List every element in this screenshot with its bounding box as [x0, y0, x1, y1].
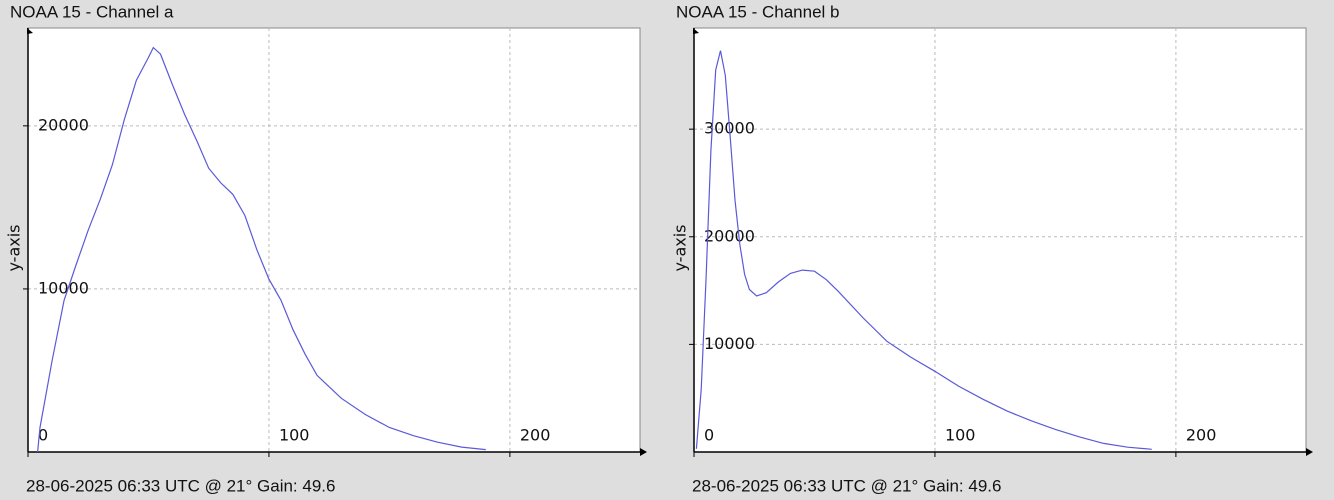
- x-tick-label: 0: [704, 426, 714, 445]
- y-axis-label: y-axis: [671, 224, 690, 271]
- x-tick-label: 200: [1186, 426, 1217, 445]
- y-tick-label: 10000: [704, 334, 755, 353]
- chart-panel: NOAA 15 - Channel a 0 100 200 10000 20000 y-ax…: [5, 2, 647, 495]
- x-axis-arrow: [1306, 448, 1313, 456]
- y-axis-arrow: [693, 28, 699, 34]
- chart-footer: 28-06-2025 06:33 UTC @ 21° Gain: 49.6: [26, 476, 335, 495]
- y-axis-label: y-axis: [5, 224, 24, 271]
- x-tick-label: 0: [38, 426, 48, 445]
- x-tick-label: 200: [520, 426, 551, 445]
- x-axis-arrow: [640, 448, 647, 456]
- chart-panel: NOAA 15 - Channel b0 100 20010000200003000…: [671, 2, 1313, 495]
- plot-area: [27, 27, 641, 453]
- data-line: [695, 50, 1152, 450]
- chart-footer: 28-06-2025 06:33 UTC @ 21° Gain: 49.6: [692, 476, 1001, 495]
- x-tick-label: 100: [945, 426, 976, 445]
- x-tick-label: 100: [279, 426, 310, 445]
- y-tick-label: 20000: [704, 226, 755, 245]
- y-tick-label: 10000: [38, 278, 89, 297]
- plot-area: [693, 27, 1307, 453]
- chart-title: NOAA 15 - Channel a: [10, 2, 174, 21]
- chart-title: NOAA 15 - Channel b: [676, 2, 839, 21]
- y-axis-arrow: [27, 28, 33, 34]
- y-tick-label: 20000: [38, 115, 89, 134]
- data-line: [37, 46, 486, 453]
